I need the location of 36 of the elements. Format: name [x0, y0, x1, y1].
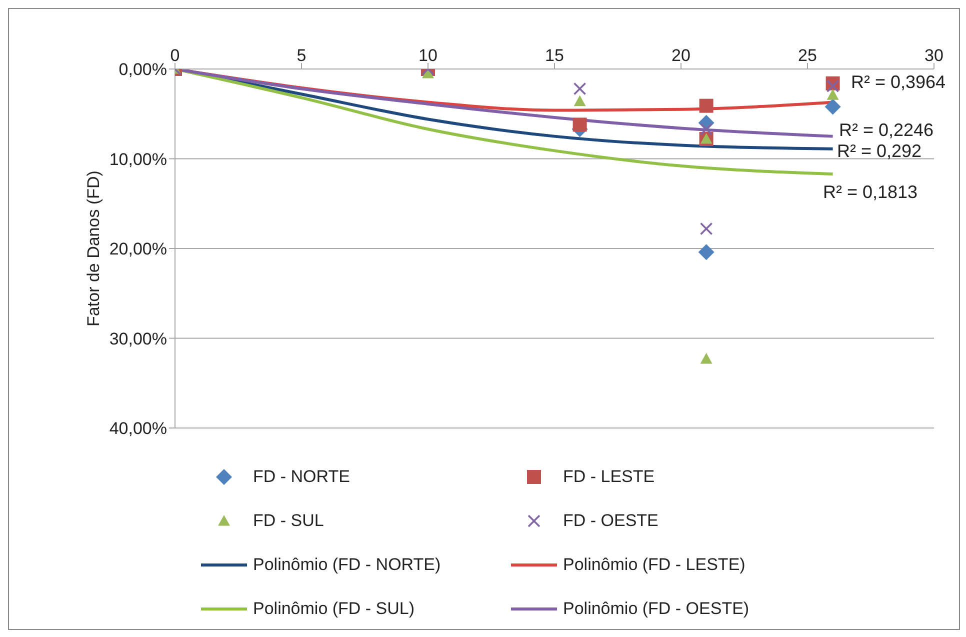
legend-label: FD - NORTE — [253, 467, 350, 487]
annotation: R² = 0,3964 — [851, 72, 946, 92]
annotation: R² = 0,292 — [837, 141, 922, 161]
legend-label: Polinômio (FD - LESTE) — [563, 555, 746, 575]
point — [574, 95, 586, 106]
y-tick-label: 40,00% — [109, 419, 167, 438]
point — [699, 98, 714, 113]
legend-label: Polinômio (FD - SUL) — [253, 599, 415, 619]
x-tick-label: 30 — [924, 46, 944, 65]
y-tick-label: 10,00% — [109, 150, 167, 169]
point — [572, 118, 587, 132]
y-tick-label: 0,00% — [118, 60, 167, 80]
legend-label: Polinômio (FD - OESTE) — [563, 599, 750, 619]
point — [826, 80, 840, 92]
point — [700, 122, 713, 136]
legend-label: FD - SUL — [253, 511, 324, 531]
legend-label: Polinômio (FD - NORTE) — [253, 555, 441, 575]
annotation: R² = 0,1813 — [823, 182, 918, 202]
legend-label: FD - OESTE — [563, 511, 658, 531]
point — [826, 89, 839, 100]
point — [698, 244, 714, 260]
x-tick-label: 5 — [296, 46, 306, 65]
y-tick-label: 30,00% — [109, 329, 167, 348]
y-axis-title: Fator de Danos (FD) — [84, 170, 104, 326]
x-tick-label: 10 — [418, 46, 438, 65]
point — [824, 98, 841, 115]
x-tick-label: 0 — [170, 46, 180, 65]
y-tick-label: 20,00% — [109, 240, 167, 259]
point — [573, 82, 586, 96]
point — [700, 222, 713, 236]
annotation: R² = 0,2246 — [839, 120, 934, 140]
x-tick-label: 15 — [545, 46, 564, 65]
x-tick-label: 25 — [798, 46, 817, 65]
legend-label: FD - LESTE — [563, 467, 655, 487]
x-tick-label: 20 — [672, 46, 690, 65]
point — [700, 352, 712, 364]
